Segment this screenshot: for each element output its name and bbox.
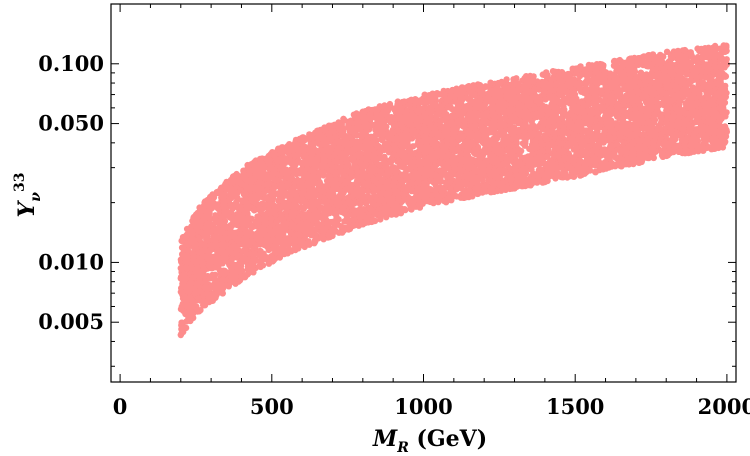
data-point — [212, 202, 220, 209]
data-point — [580, 107, 587, 115]
data-point — [694, 45, 701, 52]
data-point — [581, 170, 588, 177]
scatter-points — [177, 42, 730, 339]
data-point — [503, 76, 510, 83]
data-point — [592, 169, 599, 176]
data-point — [344, 161, 351, 168]
data-point — [513, 75, 520, 82]
data-point — [487, 79, 494, 86]
